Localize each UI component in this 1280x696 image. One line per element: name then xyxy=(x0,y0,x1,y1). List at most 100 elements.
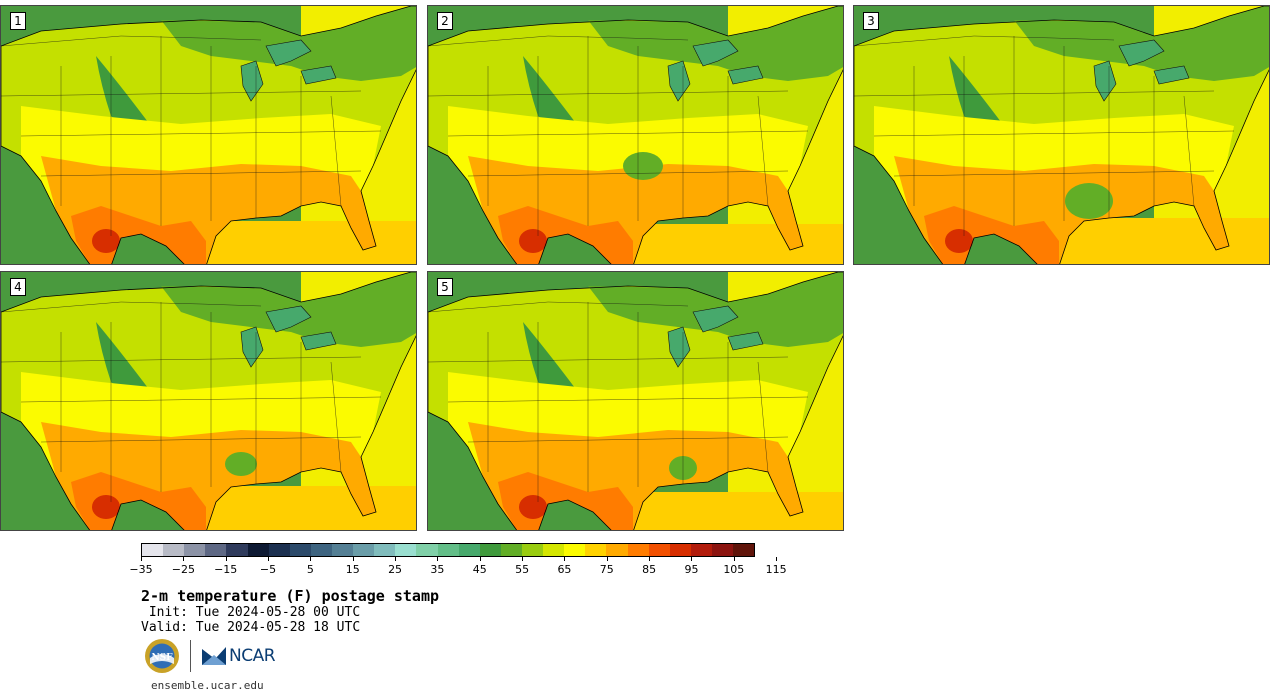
storm-cool-region xyxy=(1065,183,1113,219)
state-border xyxy=(467,170,789,177)
colorbar-tick xyxy=(352,557,354,561)
init-time: Init: Tue 2024-05-28 00 UTC xyxy=(141,605,361,620)
colorbar-segment xyxy=(437,544,459,556)
colorbar-tick xyxy=(522,557,524,561)
coastline xyxy=(428,6,843,264)
temperature-map-3 xyxy=(854,6,1269,264)
colorbar-segment xyxy=(289,544,311,556)
colorbar-tick-label: 25 xyxy=(388,563,403,576)
colorbar-tick xyxy=(733,557,735,561)
state-border xyxy=(447,130,809,137)
state-border xyxy=(1183,95,1195,207)
colorbar-tick xyxy=(606,557,608,561)
colorbar-tick xyxy=(649,557,651,561)
state-border xyxy=(854,90,1215,97)
state-border xyxy=(20,396,382,403)
colorbar-segment xyxy=(353,544,375,556)
colorbar-tick xyxy=(564,557,566,561)
colorbar-tick-label: 75 xyxy=(599,563,614,576)
temperature-map-2 xyxy=(428,6,843,264)
temperature-map-4 xyxy=(1,272,416,530)
nsf-logo-icon: NSF xyxy=(145,639,179,673)
postage-stamp-1: 1 xyxy=(0,5,417,265)
colorbar-tick xyxy=(776,557,778,561)
postage-stamp-2: 2 xyxy=(427,5,844,265)
gulf-of-mexico xyxy=(1059,218,1269,264)
logo-row: NSF NCAR xyxy=(144,638,276,674)
gulf-of-mexico xyxy=(206,486,416,530)
colorbar-tick-label: −15 xyxy=(214,563,238,576)
temperature-map-1 xyxy=(1,6,416,264)
state-border xyxy=(330,361,342,473)
chart-title: 2-m temperature (F) postage stamp xyxy=(141,587,440,605)
colorbar-tick-label: 15 xyxy=(345,563,360,576)
colorbar-tick xyxy=(268,557,270,561)
colorbar-tick-label: 95 xyxy=(684,563,699,576)
state-border xyxy=(873,130,1235,137)
colorbar-tick xyxy=(141,557,142,561)
rocky-mountains-cool-region xyxy=(96,322,151,396)
colorbar-segment xyxy=(374,544,396,556)
colorbar-tick-label: 105 xyxy=(723,563,745,576)
logo-divider xyxy=(190,640,191,672)
storm-cool-region xyxy=(623,152,663,180)
ncar-logo-icon xyxy=(202,647,226,665)
hottest-region xyxy=(945,229,973,253)
nsf-logo-text: NSF xyxy=(151,653,173,663)
gulf-of-mexico xyxy=(206,221,416,264)
colorbar-segment xyxy=(163,544,185,556)
state-border xyxy=(467,436,789,443)
stamp-number-label: 2 xyxy=(437,12,453,30)
rocky-mountains-cool-region xyxy=(96,56,151,130)
colorbar-segment xyxy=(733,544,755,556)
state-border xyxy=(1,356,362,363)
colorbar-tick-label: −25 xyxy=(171,563,195,576)
colorbar-tick-label: 65 xyxy=(557,563,572,576)
ncar-logo-text: NCAR xyxy=(229,646,276,666)
postage-stamp-3: 3 xyxy=(853,5,1270,265)
ncar-logo: NCAR xyxy=(201,645,276,667)
colorbar-segment xyxy=(205,544,227,556)
colorbar-segment xyxy=(500,544,522,556)
colorbar-tick xyxy=(183,557,185,561)
stamp-number-label: 4 xyxy=(10,278,26,296)
stamp-number-label: 5 xyxy=(437,278,453,296)
colorbar-tick-label: −35 xyxy=(129,563,153,576)
hottest-region xyxy=(92,495,120,519)
colorbar-tick xyxy=(691,557,693,561)
coastline xyxy=(854,6,1269,264)
colorbar-segment xyxy=(142,544,164,556)
colorbar-segment xyxy=(416,544,438,556)
colorbar-segment xyxy=(458,544,480,556)
state-border xyxy=(40,436,362,443)
colorbar-tick-label: 55 xyxy=(515,563,530,576)
state-border xyxy=(893,170,1215,177)
rocky-mountains-cool-region xyxy=(523,56,578,130)
colorbar-segment xyxy=(395,544,417,556)
website-url: ensemble.ucar.edu xyxy=(151,679,264,692)
colorbar-segment xyxy=(627,544,649,556)
stamp-number-label: 3 xyxy=(863,12,879,30)
colorbar-segment xyxy=(585,544,607,556)
storm-cool-region xyxy=(225,452,257,476)
colorbar-segment xyxy=(247,544,269,556)
postage-stamp-5: 5 xyxy=(427,271,844,531)
temperature-colorbar xyxy=(141,543,755,557)
colorbar-segment xyxy=(268,544,290,556)
hottest-region xyxy=(92,229,120,253)
hottest-region xyxy=(519,229,547,253)
colorbar-segment xyxy=(310,544,332,556)
coastline xyxy=(1,272,416,530)
colorbar-segment xyxy=(606,544,628,556)
state-border xyxy=(1,90,362,97)
colorbar-segment xyxy=(184,544,206,556)
colorbar-tick xyxy=(479,557,481,561)
rocky-mountains-cool-region xyxy=(523,322,578,396)
colorbar-segment xyxy=(690,544,712,556)
state-border xyxy=(40,170,362,177)
state-border xyxy=(757,361,769,473)
colorbar-tick-label: 35 xyxy=(430,563,445,576)
valid-time: Valid: Tue 2024-05-28 18 UTC xyxy=(141,620,361,635)
state-border xyxy=(757,95,769,207)
stamp-number-label: 1 xyxy=(10,12,26,30)
